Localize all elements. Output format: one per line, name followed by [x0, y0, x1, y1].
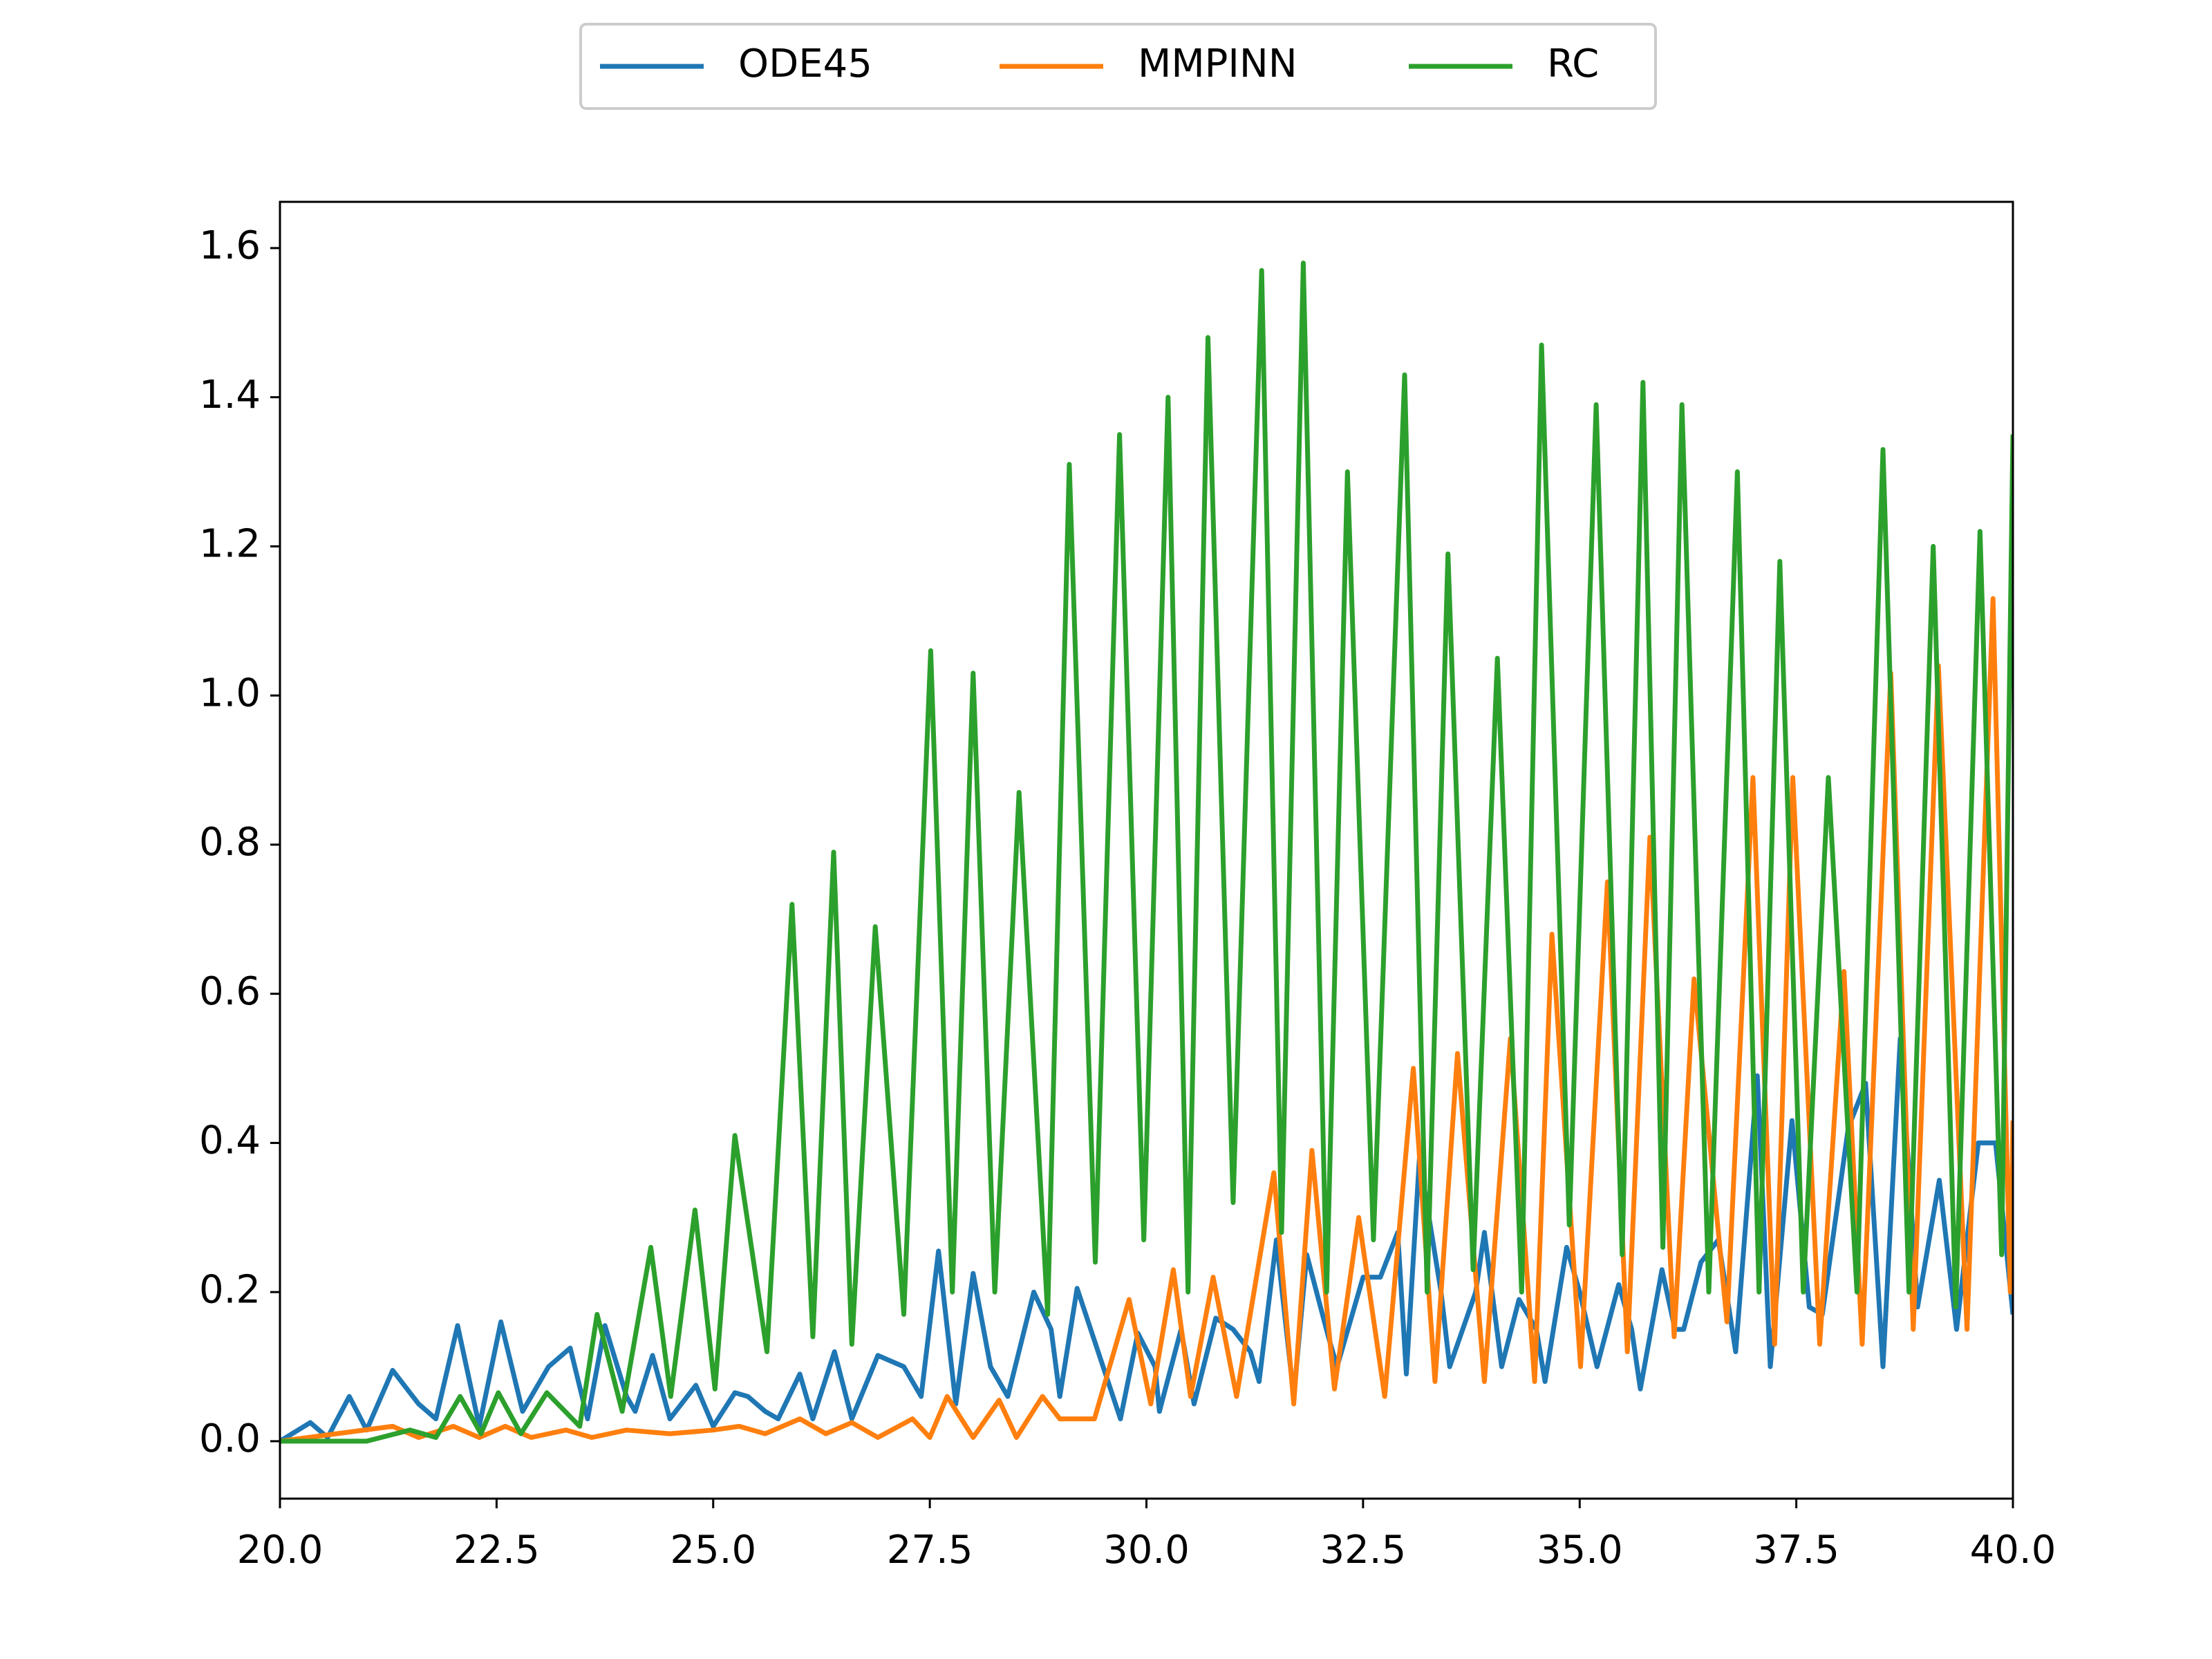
x-tick-label: 20.0: [237, 1528, 324, 1573]
x-tick-label: 25.0: [670, 1528, 756, 1573]
y-tick-label: 1.6: [199, 223, 261, 268]
x-tick-label: 27.5: [887, 1528, 973, 1573]
y-tick-label: 0.2: [199, 1267, 261, 1312]
y-tick-label: 0.6: [199, 969, 261, 1014]
y-tick-label: 1.4: [199, 373, 261, 418]
x-tick-label: 30.0: [1103, 1528, 1190, 1573]
x-tick-label: 37.5: [1753, 1528, 1839, 1573]
plot-frame: [279, 200, 2014, 1500]
series-line: [280, 1035, 2013, 1443]
y-tick-label: 0.4: [199, 1118, 261, 1163]
series-line: [280, 261, 2013, 1444]
y-tick-label: 0.8: [199, 820, 261, 865]
y-tick-label: 0.0: [199, 1416, 261, 1461]
x-tick-label: 40.0: [1970, 1528, 2056, 1573]
legend-label: RC: [1547, 41, 1599, 86]
legend-label: MMPINN: [1138, 41, 1297, 86]
series-line: [280, 596, 2013, 1444]
legend-box: [579, 23, 1657, 110]
y-tick-label: 1.2: [199, 522, 261, 567]
x-tick-label: 35.0: [1537, 1528, 1623, 1573]
y-tick-label: 1.0: [199, 671, 261, 715]
legend-label: ODE45: [738, 41, 872, 86]
x-tick-label: 32.5: [1320, 1528, 1407, 1573]
x-tick-label: 22.5: [453, 1528, 540, 1573]
